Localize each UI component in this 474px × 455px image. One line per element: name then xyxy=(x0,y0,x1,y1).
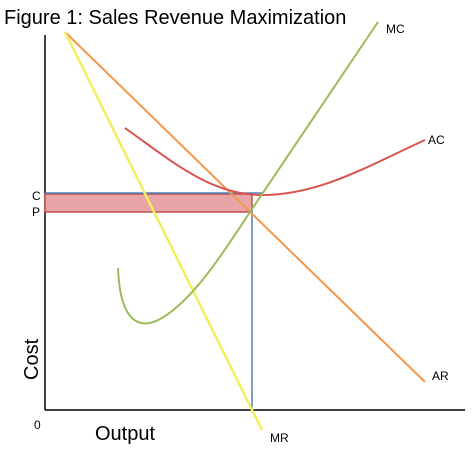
y-axis-label: Cost xyxy=(21,338,43,380)
x-axis-label: Output xyxy=(95,423,155,445)
title: Figure 1: Sales Revenue Maximization xyxy=(4,7,346,29)
mc-label: MC xyxy=(386,22,405,36)
ar-curve xyxy=(64,31,426,383)
mc-curve xyxy=(117,21,379,325)
ac-curve xyxy=(124,127,426,197)
c-label: C xyxy=(32,189,41,203)
ac-label: AC xyxy=(428,133,445,147)
mr-curve xyxy=(63,31,264,431)
p-label: P xyxy=(32,205,40,219)
mr-label: MR xyxy=(270,431,289,445)
ar-label: AR xyxy=(432,369,449,383)
origin-label: 0 xyxy=(34,418,41,432)
